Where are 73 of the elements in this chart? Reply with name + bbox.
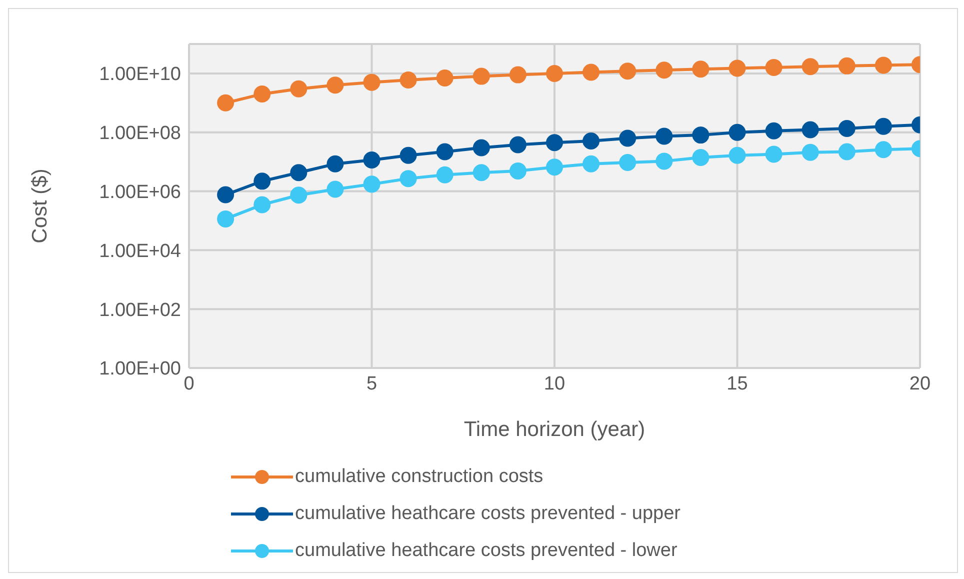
x-axis-title: Time horizon (year) bbox=[464, 418, 646, 441]
point bbox=[472, 139, 490, 156]
point bbox=[692, 126, 710, 144]
point bbox=[656, 62, 673, 79]
x-tick-label: 5 bbox=[366, 373, 378, 394]
point bbox=[290, 186, 308, 204]
point bbox=[874, 56, 892, 74]
legend-label: cumulative heathcare costs prevented - upper bbox=[295, 502, 680, 524]
point bbox=[363, 74, 380, 91]
point bbox=[546, 158, 563, 176]
point bbox=[838, 120, 856, 138]
point bbox=[619, 154, 636, 171]
point bbox=[728, 60, 746, 77]
point bbox=[874, 141, 892, 158]
point bbox=[472, 164, 490, 182]
point bbox=[582, 64, 600, 81]
point bbox=[692, 60, 710, 78]
point bbox=[619, 130, 636, 147]
point bbox=[436, 70, 454, 87]
point bbox=[254, 196, 271, 214]
point bbox=[326, 155, 344, 172]
x-tick-label: 15 bbox=[726, 373, 748, 394]
point bbox=[874, 118, 892, 135]
point bbox=[326, 76, 344, 94]
point bbox=[656, 128, 673, 145]
y-axis-title: Cost ($) bbox=[28, 168, 52, 244]
point bbox=[254, 86, 271, 103]
point bbox=[400, 71, 417, 88]
point bbox=[802, 121, 819, 138]
y-tick-label: 1.00E+10 bbox=[99, 64, 181, 86]
point bbox=[217, 210, 234, 228]
point bbox=[582, 155, 600, 172]
point bbox=[619, 62, 636, 80]
legend-label: cumulative heathcare costs prevented - lower bbox=[295, 540, 678, 562]
y-tick-label: 1.00E+08 bbox=[99, 123, 181, 144]
point bbox=[217, 186, 234, 204]
point bbox=[509, 66, 526, 84]
point bbox=[765, 146, 782, 163]
point bbox=[838, 143, 856, 160]
point bbox=[217, 94, 234, 112]
point bbox=[363, 152, 380, 169]
x-tick-label: 20 bbox=[909, 373, 931, 394]
x-tick-label: 10 bbox=[544, 373, 566, 394]
point bbox=[509, 136, 526, 154]
point bbox=[728, 146, 746, 164]
legend-label: cumulative construction costs bbox=[295, 466, 544, 488]
point bbox=[363, 176, 380, 193]
point bbox=[546, 134, 563, 152]
point bbox=[692, 149, 710, 166]
y-tick-label: 1.00E+06 bbox=[99, 182, 181, 204]
point bbox=[472, 68, 490, 85]
point bbox=[326, 180, 344, 198]
point bbox=[765, 122, 782, 140]
point bbox=[582, 132, 600, 150]
y-tick-label: 1.00E+04 bbox=[99, 240, 182, 262]
point bbox=[765, 58, 782, 76]
point bbox=[290, 164, 308, 182]
point bbox=[838, 57, 856, 74]
point bbox=[436, 143, 454, 160]
point bbox=[509, 162, 526, 180]
point bbox=[400, 170, 417, 188]
x-tick-label: 0 bbox=[184, 373, 194, 394]
point bbox=[802, 58, 819, 76]
point bbox=[728, 124, 746, 141]
point bbox=[254, 172, 271, 190]
point bbox=[290, 80, 308, 98]
point bbox=[436, 166, 454, 184]
y-tick-label: 1.00E+02 bbox=[99, 300, 181, 321]
point bbox=[546, 64, 563, 82]
y-tick-label: 1.00E+00 bbox=[99, 358, 181, 380]
point bbox=[656, 152, 673, 170]
point bbox=[802, 144, 819, 161]
point bbox=[400, 146, 417, 164]
